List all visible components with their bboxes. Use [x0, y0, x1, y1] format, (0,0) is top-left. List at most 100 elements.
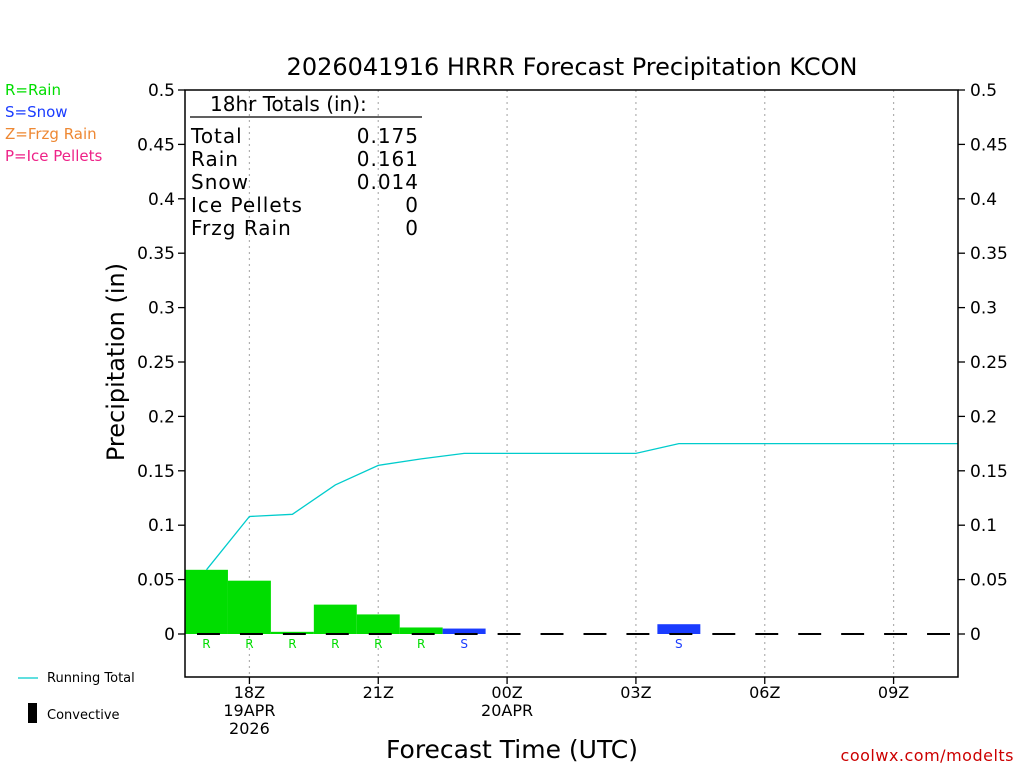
y-tick-label-right: 0.45 [970, 135, 1008, 155]
vertical-gridlines [248, 90, 895, 677]
y-tick-label-left: 0.15 [137, 462, 175, 482]
bar-type-label: R [331, 637, 339, 651]
plot-frame [184, 89, 959, 678]
x-tick-label: 06Z [749, 683, 780, 702]
totals-row-label: Total [190, 124, 243, 148]
precip-bar [442, 628, 486, 634]
convective-legend-label: Convective [47, 708, 120, 723]
convective-markers [197, 633, 950, 635]
totals-rows: Total 0.175 Rain 0.161 Snow 0.014 Ice Pellets 0… [190, 124, 419, 240]
convective-marker [368, 633, 392, 635]
convective-marker [497, 633, 521, 635]
y-tick-label-left: 0 [164, 625, 175, 645]
convective-marker [798, 633, 822, 635]
convective-marker [626, 633, 650, 635]
convective-marker [884, 633, 908, 635]
convective-marker [411, 633, 435, 635]
totals-row-label: Snow [191, 170, 249, 194]
y-axis-label: Precipitation (in) [102, 263, 130, 461]
precip-bar [399, 627, 443, 634]
y-tick-label-left: 0.1 [148, 516, 175, 536]
convective-marker [197, 633, 220, 635]
y-tick-label-left: 0.45 [137, 135, 175, 155]
x-tick-label: 21Z [363, 683, 394, 702]
y-tick-label-left: 0.4 [148, 190, 175, 210]
y-tick-label-left: 0.35 [137, 244, 175, 264]
precip-bar [270, 631, 314, 634]
legend-frzg: Z=Frzg Rain [5, 125, 97, 143]
precip-bar [185, 569, 228, 634]
totals-row-value: 0.175 [357, 124, 419, 148]
bar-type-label: R [202, 637, 210, 651]
totals-header: 18hr Totals (in): [210, 92, 367, 116]
bar-type-label: R [288, 637, 296, 651]
precip-bar [356, 614, 400, 634]
convective-marker [669, 633, 693, 635]
y-tick-label-right: 0.3 [970, 299, 997, 319]
watermark: coolwx.com/modelts [841, 746, 1014, 765]
x-tick-label: 09Z [878, 683, 909, 702]
convective-marker [540, 633, 564, 635]
y-tick-label-right: 0 [970, 625, 981, 645]
running-total-line [205, 442, 958, 571]
precip-bar [313, 604, 357, 634]
y-tick-label-right: 0.15 [970, 462, 1008, 482]
x-tick-label: 19APR [223, 701, 275, 720]
totals-row-value: 0.161 [357, 147, 419, 171]
y-tick-label-right: 0.2 [970, 407, 997, 427]
precip-bar [657, 624, 701, 634]
totals-row-label: Rain [191, 147, 239, 171]
bottom-legend: Running Total Convective [18, 671, 135, 723]
bar-type-label: S [460, 637, 468, 651]
y-tick-label-left: 0.25 [137, 353, 175, 373]
y-tick-label-right: 0.4 [970, 190, 997, 210]
convective-marker [454, 633, 478, 635]
running-total-legend-label: Running Total [47, 671, 135, 686]
x-tick-label: 20APR [481, 701, 533, 720]
y-tick-label-right: 0.05 [970, 571, 1008, 591]
precip-bar [227, 580, 271, 634]
y-tick-label-right: 0.35 [970, 244, 1008, 264]
x-tick-label: 03Z [620, 683, 651, 702]
totals-row-value: 0 [405, 193, 419, 217]
legend-ice: P=Ice Pellets [5, 147, 102, 165]
x-tick-label: 2026 [229, 719, 270, 738]
x-tick-label: 18Z [234, 683, 265, 702]
bar-type-label: R [417, 637, 425, 651]
chart-title: 2026041916 HRRR Forecast Precipitation K… [287, 53, 858, 81]
legend-rain: R=Rain [5, 81, 61, 99]
y-tick-label-left: 0.3 [148, 299, 175, 319]
convective-swatch [28, 703, 37, 723]
precip-bars [185, 569, 701, 634]
convective-marker [927, 633, 950, 635]
bar-type-label: R [245, 637, 253, 651]
precip-type-legend: R=Rain S=Snow Z=Frzg Rain P=Ice Pellets [5, 81, 102, 165]
totals-box: 18hr Totals (in): Total 0.175 Rain 0.161 Sno… [190, 92, 422, 240]
convective-marker [841, 633, 865, 635]
y-tick-label-left: 0.05 [137, 571, 175, 591]
y-tick-label-left: 0.5 [148, 81, 175, 101]
convective-marker [325, 633, 349, 635]
convective-marker [583, 633, 607, 635]
convective-marker [239, 633, 263, 635]
bar-type-label: R [374, 637, 382, 651]
y-tick-label-left: 0.2 [148, 407, 175, 427]
legend-snow: S=Snow [5, 103, 68, 121]
convective-marker [282, 633, 306, 635]
convective-marker [755, 633, 779, 635]
x-axis-label: Forecast Time (UTC) [386, 735, 638, 764]
bar-type-label: S [675, 637, 683, 651]
y-tick-label-right: 0.5 [970, 81, 997, 101]
totals-row-value: 0 [405, 216, 419, 240]
convective-marker [712, 633, 736, 635]
y-tick-label-right: 0.1 [970, 516, 997, 536]
y-tick-label-right: 0.25 [970, 353, 1008, 373]
totals-row-label: Frzg Rain [191, 216, 292, 240]
y-axis-ticks: 0 00.05 0.050.1 0.10.15 0.150.2 0.20.25 0.250.… [137, 81, 1008, 645]
totals-row-label: Ice Pellets [191, 193, 303, 217]
x-tick-label: 00Z [491, 683, 522, 702]
totals-row-value: 0.014 [357, 170, 419, 194]
